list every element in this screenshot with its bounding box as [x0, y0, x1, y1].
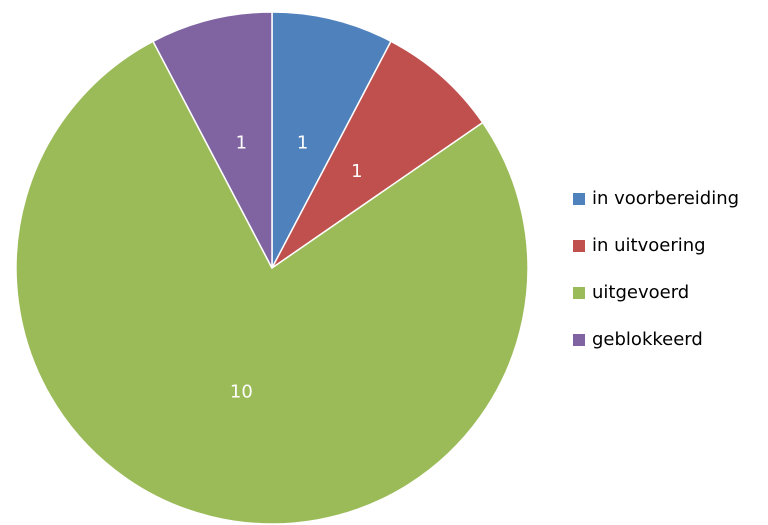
legend-swatch	[573, 287, 585, 299]
data-label: 1	[351, 161, 362, 182]
legend-swatch	[573, 240, 585, 252]
legend-label: geblokkeerd	[592, 329, 703, 350]
legend-swatch	[573, 193, 585, 205]
pie-slice	[271, 11, 392, 269]
data-label: 1	[236, 133, 247, 154]
pie-slice	[152, 11, 273, 269]
pie-slice	[271, 40, 484, 269]
legend-label: in voorbereiding	[592, 188, 739, 209]
legend-label: uitgevoerd	[592, 282, 689, 303]
data-label: 1	[297, 133, 308, 154]
legend-label: in uitvoering	[592, 235, 706, 256]
pie-slice	[15, 40, 529, 525]
legend-swatch	[573, 334, 585, 346]
data-label: 10	[230, 381, 253, 402]
